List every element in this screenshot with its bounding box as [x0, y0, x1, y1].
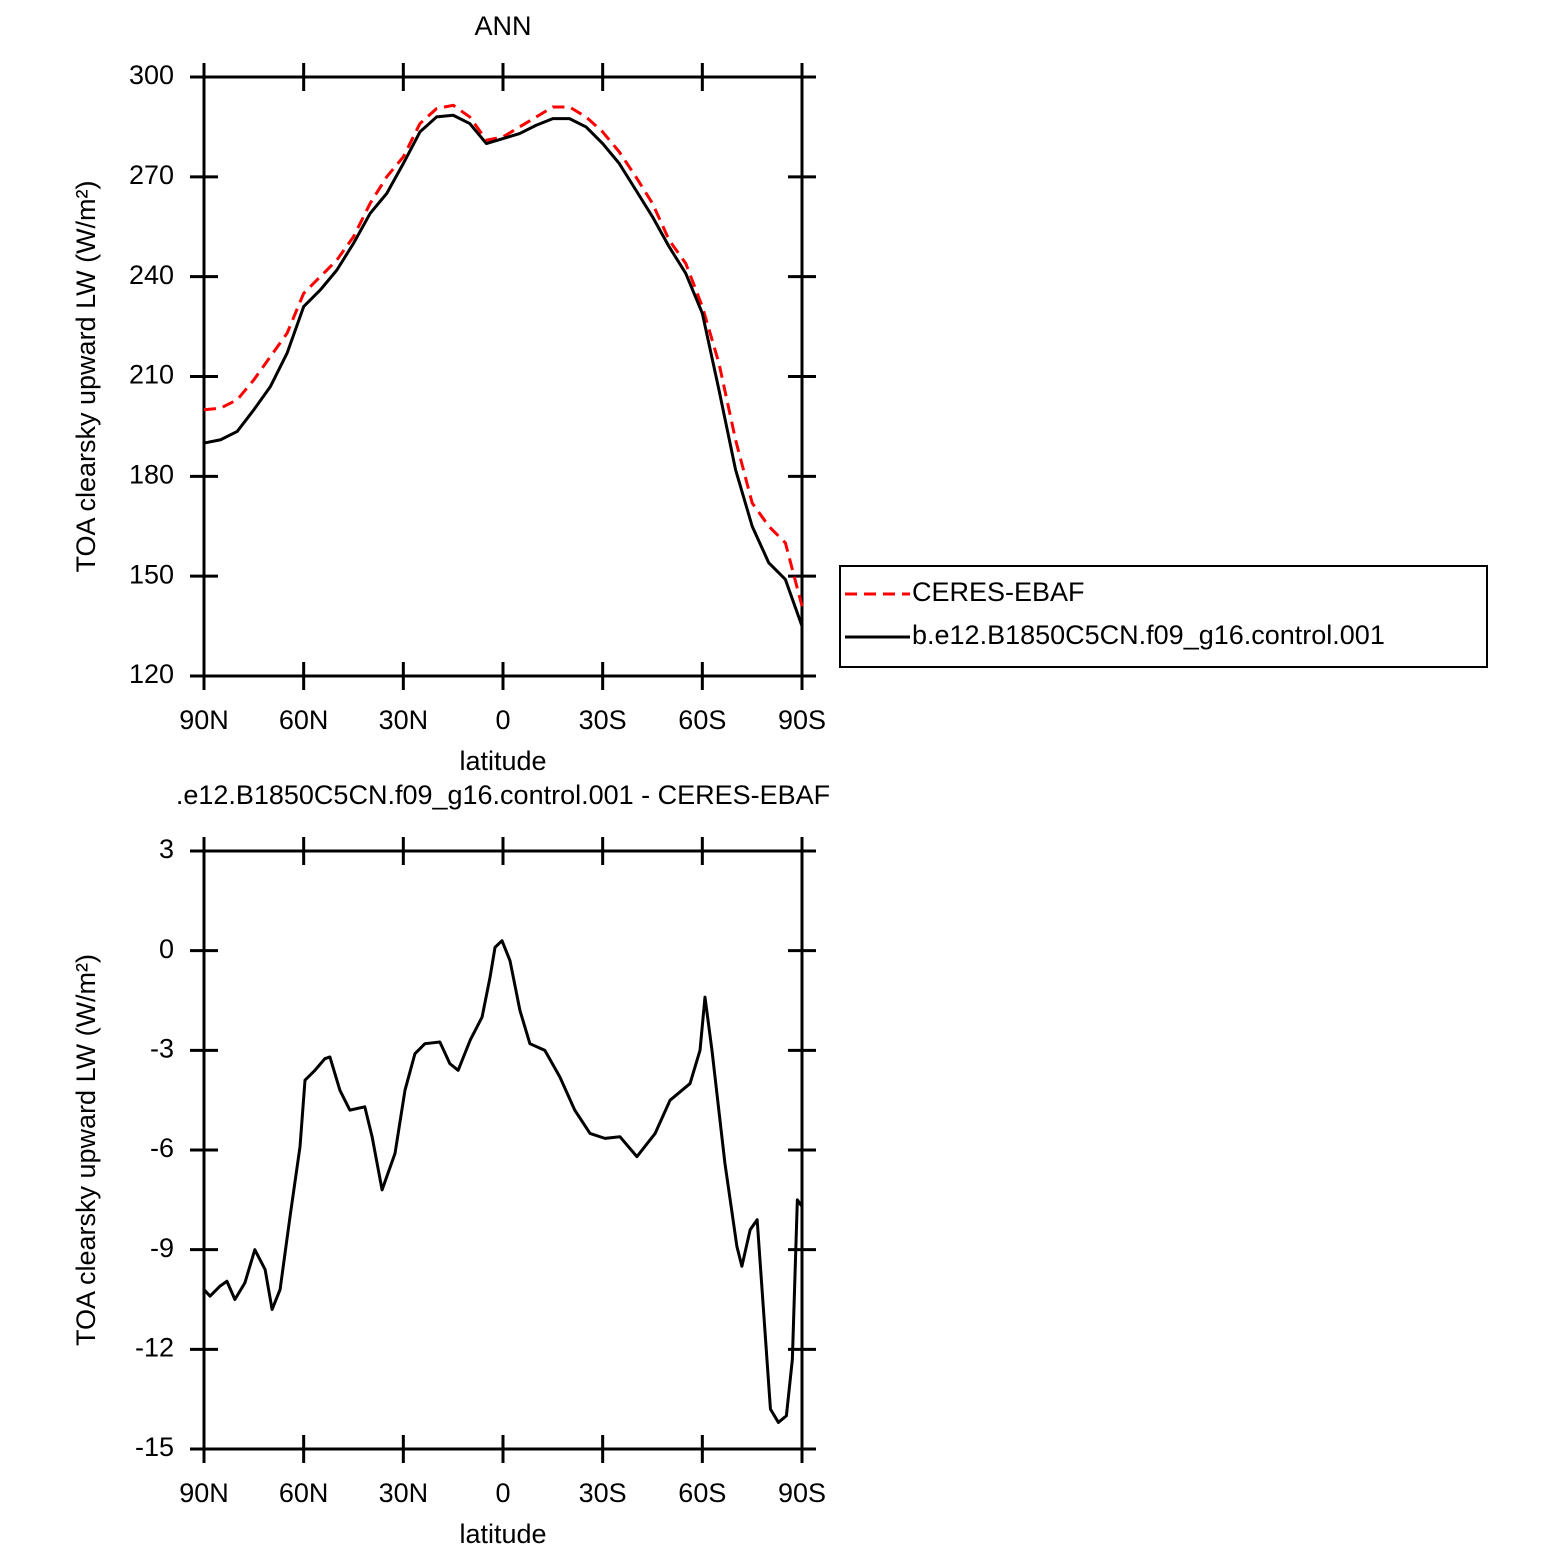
y-tick-label: 180	[129, 459, 174, 489]
data-line	[203, 113, 804, 627]
data-line	[202, 939, 804, 1424]
x-tick-label: 0	[495, 705, 510, 735]
y-tick-label: 210	[129, 360, 174, 390]
x-tick-label: 90S	[778, 705, 826, 735]
x-tick-label: 30S	[579, 1478, 627, 1508]
legend-label: b.e12.B1850C5CN.f09_g16.control.001	[912, 620, 1385, 650]
y-tick-label: 150	[129, 559, 174, 589]
y-tick-label: -15	[135, 1432, 174, 1462]
x-tick-label: 90S	[778, 1478, 826, 1508]
x-tick-label: 60S	[678, 705, 726, 735]
x-tick-label: 60S	[678, 1478, 726, 1508]
x-tick-label: 30S	[579, 705, 627, 735]
y-tick-label: 240	[129, 260, 174, 290]
chart-title: .e12.B1850C5CN.f09_g16.control.001 - CER…	[176, 780, 830, 810]
x-tick-label: 30N	[379, 1478, 429, 1508]
y-tick-label: -9	[150, 1233, 174, 1263]
y-tick-label: -3	[150, 1033, 174, 1063]
y-tick-label: 300	[129, 60, 174, 90]
y-tick-label: 120	[129, 659, 174, 689]
y-tick-label: -12	[135, 1332, 174, 1362]
y-axis-label: TOA clearsky upward LW (W/m²)	[71, 180, 101, 572]
y-axis-label: TOA clearsky upward LW (W/m²)	[71, 954, 101, 1346]
x-axis-label: latitude	[459, 746, 546, 776]
y-tick-label: 0	[159, 934, 174, 964]
y-tick-label: 3	[159, 834, 174, 864]
x-tick-label: 90N	[179, 705, 229, 735]
legend-label: CERES-EBAF	[912, 577, 1085, 607]
x-tick-label: 60N	[279, 1478, 329, 1508]
legend: CERES-EBAF b.e12.B1850C5CN.f09_g16.contro…	[839, 565, 1488, 668]
chart-title: ANN	[474, 11, 531, 41]
x-tick-label: 60N	[279, 705, 329, 735]
x-axis-label: latitude	[459, 1519, 546, 1549]
y-tick-label: -6	[150, 1133, 174, 1163]
data-line	[203, 103, 804, 607]
x-tick-label: 0	[495, 1478, 510, 1508]
x-tick-label: 90N	[179, 1478, 229, 1508]
y-tick-label: 270	[129, 160, 174, 190]
plot-frame	[202, 75, 804, 678]
legend-box	[839, 565, 1488, 668]
x-tick-label: 30N	[379, 705, 429, 735]
